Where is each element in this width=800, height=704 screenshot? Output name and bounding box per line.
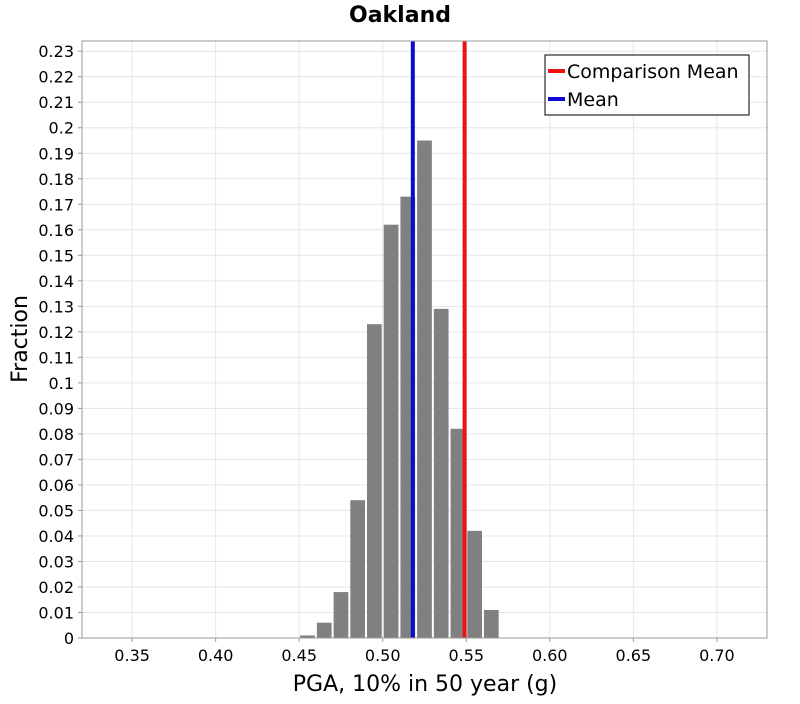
- y-tick-label: 0.21: [38, 93, 74, 112]
- histogram-bar: [367, 324, 382, 638]
- histogram-bar: [450, 428, 466, 638]
- y-tick-label: 0.1: [49, 374, 74, 393]
- histogram-bar: [467, 530, 482, 638]
- y-tick-label: 0.04: [38, 527, 74, 546]
- y-axis-label: Fraction: [8, 295, 33, 383]
- histogram-bar: [300, 635, 315, 638]
- x-tick-label: 0.40: [198, 646, 234, 665]
- legend: Comparison Mean Mean: [544, 54, 750, 116]
- mean-lines: [410, 41, 467, 638]
- y-tick-label: 0.07: [38, 450, 74, 469]
- x-tick-label: 0.70: [699, 646, 735, 665]
- y-tick-label: 0.13: [38, 297, 74, 316]
- y-tick-label: 0.18: [38, 170, 74, 189]
- histogram-bar: [333, 592, 349, 638]
- y-tick-label: 0.15: [38, 246, 74, 265]
- x-axis-label: PGA, 10% in 50 year (g): [293, 672, 557, 697]
- histogram-bar: [350, 500, 366, 638]
- legend-box: [544, 54, 750, 116]
- y-tick-label: 0.03: [38, 552, 74, 571]
- y-tick-label: 0.12: [38, 323, 74, 342]
- histogram-bar: [433, 308, 449, 638]
- x-axis-ticks: 0.35 0.40 0.45 0.50 0.55 0.60 0.65 0.70: [114, 638, 735, 665]
- y-tick-label: 0: [64, 629, 74, 648]
- y-tick-label: 0.11: [38, 348, 74, 367]
- y-tick-label: 0.23: [38, 42, 74, 61]
- y-tick-label: 0.02: [38, 578, 74, 597]
- y-tick-label: 0.05: [38, 501, 74, 520]
- legend-label: Comparison Mean: [567, 61, 739, 83]
- y-tick-label: 0.08: [38, 425, 74, 444]
- x-tick-label: 0.50: [365, 646, 401, 665]
- x-tick-label: 0.55: [448, 646, 484, 665]
- y-tick-label: 0.19: [38, 144, 74, 163]
- y-tick-label: 0.14: [38, 272, 74, 291]
- chart-title: Oakland: [349, 3, 451, 28]
- histogram-bar: [316, 622, 332, 638]
- histogram-bars: [300, 140, 499, 638]
- y-tick-label: 0.01: [38, 603, 74, 622]
- x-tick-label: 0.45: [281, 646, 317, 665]
- x-tick-label: 0.60: [532, 646, 568, 665]
- y-axis-ticks: 0 0.01 0.02 0.03 0.04 0.05 0.06 0.07 0.08 0.09 0.1…: [38, 42, 82, 648]
- plot-frame: [81, 40, 768, 639]
- y-tick-label: 0.17: [38, 195, 74, 214]
- y-tick-label: 0.16: [38, 221, 74, 240]
- y-tick-label: 0.09: [38, 399, 74, 418]
- x-tick-label: 0.35: [114, 646, 150, 665]
- histogram-bar: [483, 609, 499, 638]
- histogram-bar: [417, 140, 432, 638]
- y-tick-label: 0.22: [38, 68, 74, 87]
- x-tick-label: 0.65: [616, 646, 652, 665]
- legend-label: Mean: [567, 89, 619, 111]
- y-tick-label: 0.2: [49, 119, 74, 138]
- y-tick-label: 0.06: [38, 476, 74, 495]
- histogram-bar: [383, 224, 399, 638]
